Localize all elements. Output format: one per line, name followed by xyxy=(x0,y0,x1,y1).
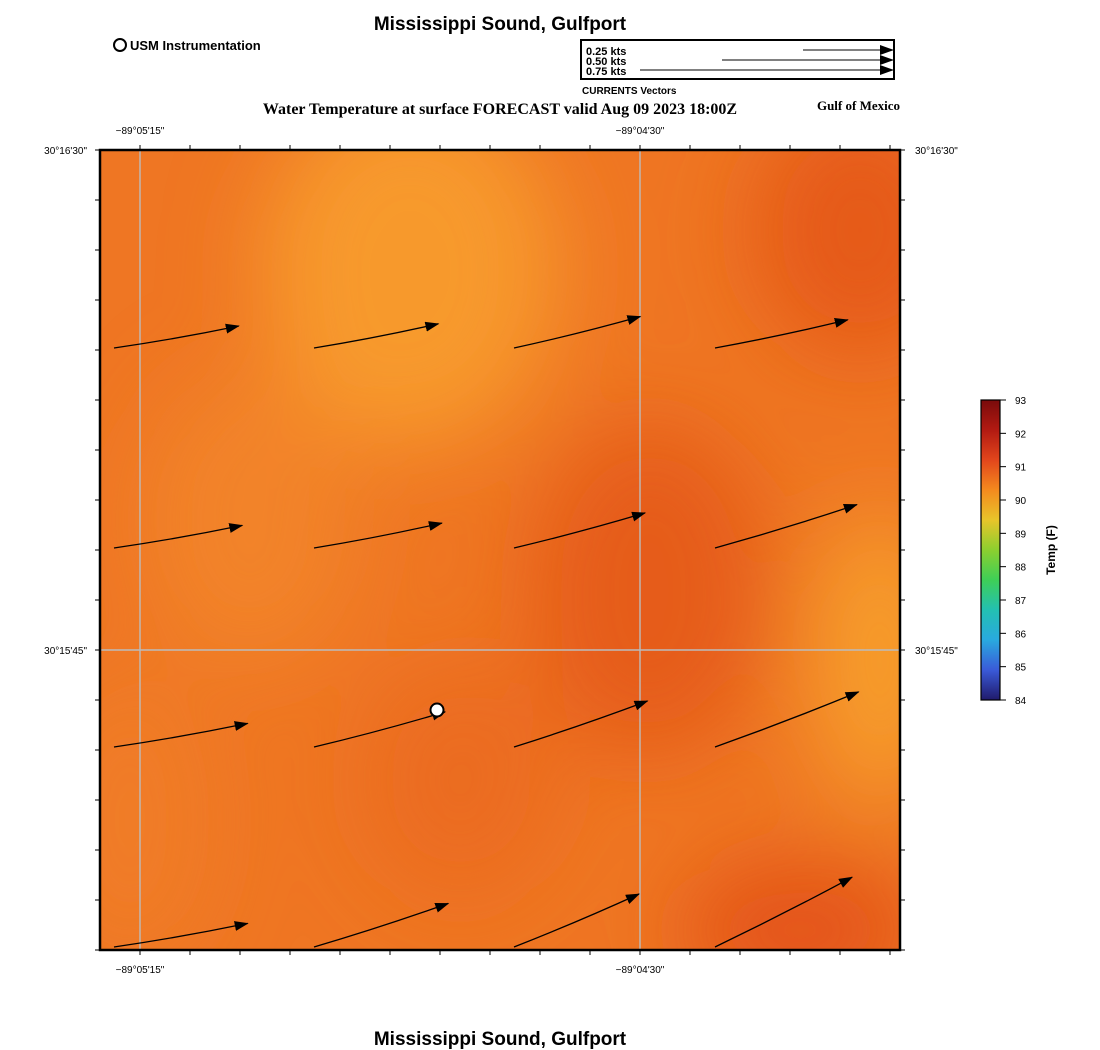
current-vector-arrow xyxy=(513,315,642,349)
lon-label-top: −89°05'15" xyxy=(116,126,165,137)
current-vector-arrow xyxy=(513,700,649,748)
current-vector-arrow xyxy=(714,876,853,948)
lon-label-bottom: −89°05'15" xyxy=(116,965,165,976)
forecast-subtitle: Water Temperature at surface FORECAST va… xyxy=(263,101,737,118)
graticule xyxy=(100,150,900,950)
colorbar-tick-label: 89 xyxy=(1015,529,1027,540)
current-vector-arrow xyxy=(313,710,447,748)
vector-legend: 0.25 kts 0.50 kts 0.75 kts CURRENTS Vect… xyxy=(580,39,895,97)
vector-legend-caption: CURRENTS Vectors xyxy=(582,86,677,97)
colorbar-tick-label: 84 xyxy=(1015,696,1027,707)
current-vector-arrow xyxy=(513,893,640,948)
vector-legend-entry-label: 0.25 kts xyxy=(586,46,626,58)
region-label: Gulf of Mexico xyxy=(817,98,900,113)
current-vector-arrow xyxy=(313,321,440,349)
current-vector-arrow xyxy=(313,521,443,549)
colorbar-tick-label: 93 xyxy=(1015,396,1027,407)
usm-legend: USM Instrumentation xyxy=(113,38,261,53)
lat-label-right: 30°15'45" xyxy=(915,646,958,657)
usm-station-legend-icon xyxy=(113,38,127,52)
current-vector-arrow xyxy=(513,511,647,549)
colorbar-tick-label: 91 xyxy=(1015,463,1027,474)
current-vector-arrow xyxy=(113,721,249,748)
usm-station-marker[interactable] xyxy=(429,702,445,718)
current-vector-arrow xyxy=(113,323,240,349)
colorbar-tick-label: 90 xyxy=(1015,496,1027,507)
current-vector-arrow xyxy=(714,318,849,349)
vector-legend-entry-label: 0.50 kts xyxy=(586,56,626,68)
temperature-colorbar: 93 92 91 90 89 88 87 86 85 84 Temp (F) xyxy=(980,396,1058,707)
current-vector-arrow xyxy=(313,902,450,948)
lat-label-right: 30°16'30" xyxy=(915,146,958,157)
current-vector-arrow xyxy=(714,691,860,748)
colorbar-gradient xyxy=(980,399,1001,701)
current-vector-arrow xyxy=(113,523,244,549)
map-title: Mississippi Sound, Gulfport xyxy=(374,14,627,35)
current-vectors xyxy=(113,315,860,948)
colorbar-tick-label: 92 xyxy=(1015,429,1027,440)
colorbar-tick-label: 86 xyxy=(1015,629,1027,640)
frame-ticks xyxy=(95,145,905,955)
lon-label-top: −89°04'30" xyxy=(616,126,665,137)
colorbar-tick-label: 85 xyxy=(1015,663,1027,674)
lat-label-left: 30°15'45" xyxy=(44,646,87,657)
current-vector-arrow xyxy=(714,503,858,549)
current-vector-arrow xyxy=(113,921,249,948)
colorbar-tick-label: 87 xyxy=(1015,596,1027,607)
usm-legend-label: USM Instrumentation xyxy=(130,38,261,53)
lon-label-bottom: −89°04'30" xyxy=(616,965,665,976)
temperature-field xyxy=(100,150,900,950)
colorbar-tick-label: 88 xyxy=(1015,563,1027,574)
lat-label-left: 30°16'30" xyxy=(44,146,87,157)
vector-legend-entry-label: 0.75 kts xyxy=(586,66,626,78)
colorbar-label: Temp (F) xyxy=(1044,525,1058,575)
footer-title: Mississippi Sound, Gulfport xyxy=(374,1029,627,1050)
